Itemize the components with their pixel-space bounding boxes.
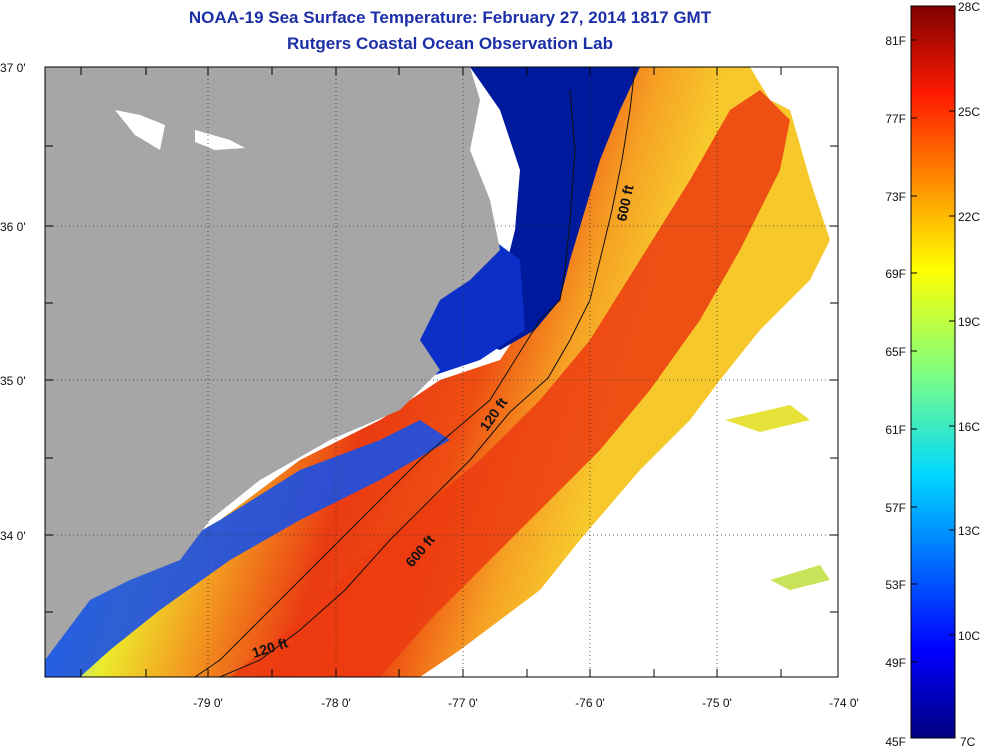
map-subtitle: Rutgers Coastal Ocean Observation Lab (287, 34, 613, 53)
colorbar (910, 5, 956, 739)
lat-label: 37 0' (0, 61, 26, 75)
lon-label: -78 0' (321, 696, 351, 710)
colorbar-f-label: 49F (885, 656, 906, 670)
colorbar-f-label: 61F (885, 423, 906, 437)
lon-label: -75 0' (702, 696, 732, 710)
colorbar-c-label: 25C (958, 105, 980, 119)
colorbar-c-label: 13C (958, 524, 980, 538)
lon-label: -77 0' (448, 696, 478, 710)
inland-lake (195, 130, 245, 150)
lat-label: 36 0' (0, 220, 26, 234)
colorbar-f-label: 81F (885, 34, 906, 48)
colorbar-ticks (911, 39, 955, 663)
lon-label: -74 0' (829, 696, 859, 710)
contour-120ft (194, 89, 576, 677)
land-mass (45, 67, 500, 660)
colorbar-c-label: 10C (958, 629, 980, 643)
warm-patch (770, 565, 830, 590)
contour-label-600ft-north: 600 ft (613, 183, 636, 222)
axis-ticks (45, 66, 838, 677)
colorbar-f-label: 65F (885, 345, 906, 359)
lat-label: 35 0' (0, 374, 26, 388)
colorbar-f-label: 77F (885, 112, 906, 126)
inland-lake (115, 110, 165, 150)
grid-lines (45, 67, 838, 677)
colorbar-f-label: 45F (885, 735, 906, 749)
colorbar-c-label: 28C (958, 0, 980, 14)
colorbar-c-label: 19C (958, 315, 980, 329)
colorbar-c-label: 16C (958, 420, 980, 434)
map-title: NOAA-19 Sea Surface Temperature: Februar… (188, 8, 712, 27)
colorbar-f-label: 73F (885, 190, 906, 204)
colorbar-f-label: 53F (885, 578, 906, 592)
cloud-mask (780, 67, 838, 200)
colorbar-c-label: 22C (958, 210, 980, 224)
map-area: 600 ft 120 ft 600 ft 120 ft (45, 67, 838, 677)
map-border (44, 66, 839, 678)
cloud-mask (520, 300, 838, 677)
coastal-cool-water (45, 420, 450, 677)
lon-label: -79 0' (193, 696, 223, 710)
contour-600ft-north (219, 67, 636, 677)
colorbar-f-label: 69F (885, 267, 906, 281)
lon-label: -76 0' (575, 696, 605, 710)
gulf-stream-core (230, 90, 790, 677)
colorbar-c-label: 7C (960, 735, 976, 749)
warm-patch (725, 405, 810, 432)
lat-label: 34 0' (0, 529, 26, 543)
colorbar-f-label: 57F (885, 501, 906, 515)
